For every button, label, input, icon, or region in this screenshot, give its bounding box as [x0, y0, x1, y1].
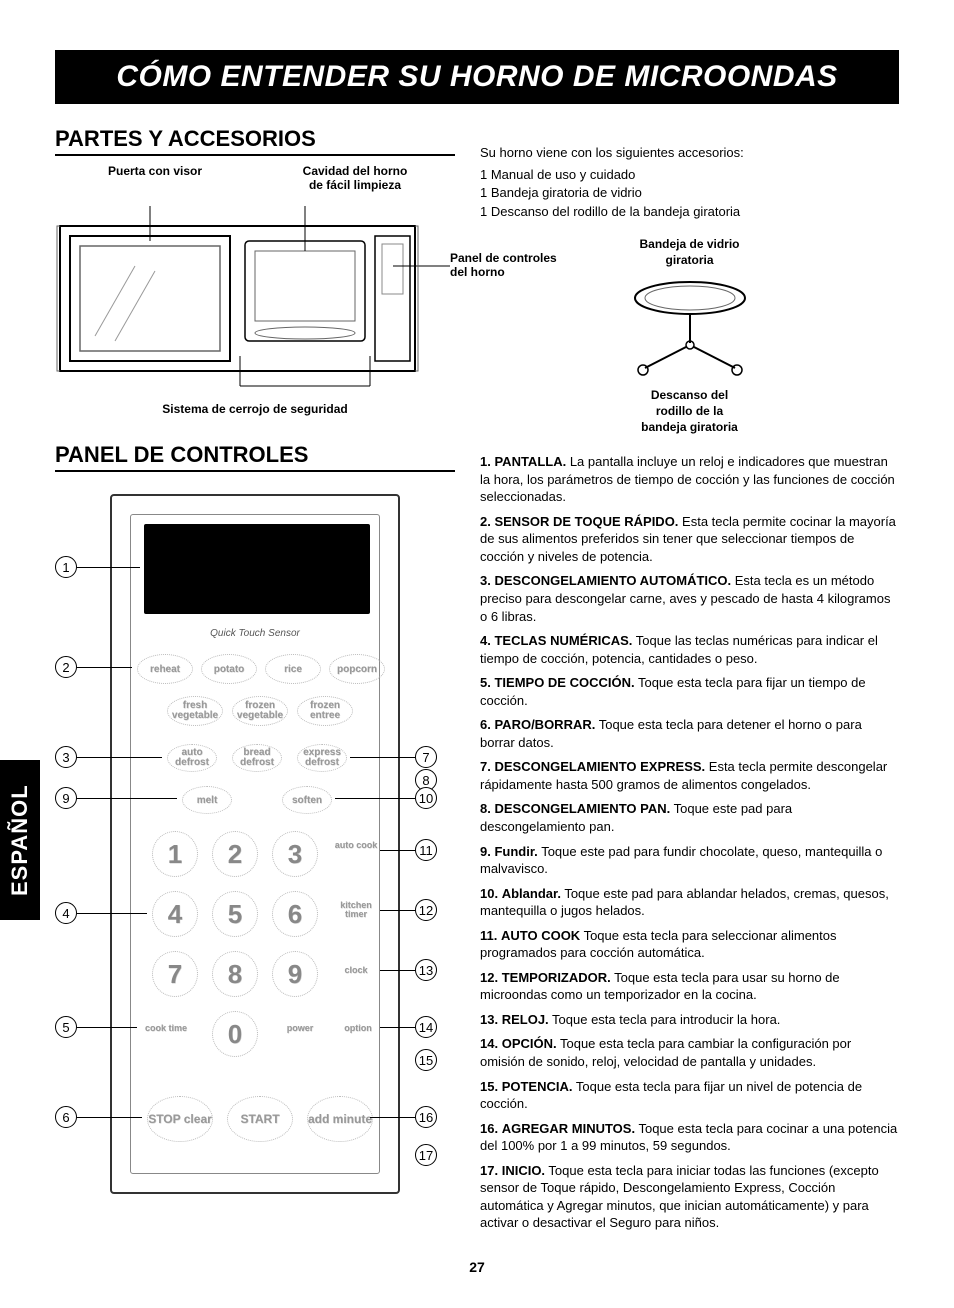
btn-auto-defrost: auto defrost	[167, 744, 217, 772]
btn-melt: melt	[182, 786, 232, 814]
btn-option: option	[332, 1024, 384, 1033]
callout-15: 15	[415, 1049, 437, 1071]
callout-10: 10	[415, 787, 437, 809]
callout-11: 11	[415, 839, 437, 861]
btn-kitchen-timer: kitchen timer	[330, 901, 382, 920]
btn-2: 2	[212, 831, 258, 877]
btn-3: 3	[272, 831, 318, 877]
btn-7: 7	[152, 951, 198, 997]
callout-7: 7	[415, 746, 437, 768]
callout-16: 16	[415, 1106, 437, 1128]
callout-12: 12	[415, 899, 437, 921]
btn-4: 4	[152, 891, 198, 937]
btn-add-minute: add minute	[307, 1096, 373, 1142]
microwave-diagram	[55, 196, 455, 391]
btn-0: 0	[212, 1011, 258, 1057]
btn-potato: potato	[201, 654, 257, 684]
btn-5: 5	[212, 891, 258, 937]
callout-4: 4	[55, 902, 77, 924]
callout-17: 17	[415, 1144, 437, 1166]
btn-frozen-entree: frozen entree	[297, 696, 353, 726]
btn-8: 8	[212, 951, 258, 997]
label-cavity: Cavidad del horno de fácil limpieza	[255, 164, 455, 192]
btn-1: 1	[152, 831, 198, 877]
page-title: CÓMO ENTENDER SU HORNO DE MICROONDAS	[55, 50, 899, 104]
btn-stop: STOP clear	[147, 1096, 213, 1142]
accessories-intro: Su horno viene con los siguientes acceso…	[480, 144, 899, 162]
btn-cook-time: cook time	[140, 1024, 192, 1033]
btn-auto-cook: auto cook	[330, 841, 382, 850]
callout-3: 3	[55, 746, 77, 768]
callout-5: 5	[55, 1016, 77, 1038]
btn-power: power	[274, 1024, 326, 1033]
callout-14: 14	[415, 1016, 437, 1038]
tray-diagram: Bandeja de vidriogiratoria Descanso delr…	[590, 236, 790, 435]
btn-rice: rice	[265, 654, 321, 684]
language-tab: ESPAÑOL	[0, 760, 40, 920]
btn-clock: clock	[330, 966, 382, 975]
btn-start: START	[227, 1096, 293, 1142]
btn-bread-defrost: bread defrost	[232, 744, 282, 772]
section-parts-title: PARTES Y ACCESORIOS	[55, 126, 455, 156]
label-lock: Sistema de cerrojo de seguridad	[55, 402, 455, 416]
label-control-panel: Panel de controles del horno	[450, 251, 580, 279]
btn-soften: soften	[282, 786, 332, 814]
btn-6: 6	[272, 891, 318, 937]
section-panel-title: PANEL DE CONTROLES	[55, 442, 455, 472]
btn-express-defrost: express defrost	[297, 744, 347, 772]
quick-touch-label: Quick Touch Sensor	[112, 628, 398, 639]
display-screen	[144, 524, 370, 614]
callout-9: 9	[55, 787, 77, 809]
callout-2: 2	[55, 656, 77, 678]
accessories-list: 1 Manual de uso y cuidado 1 Bandeja gira…	[480, 166, 899, 221]
btn-9: 9	[272, 951, 318, 997]
label-door: Puerta con visor	[55, 164, 255, 192]
btn-fresh-veg: fresh vegetable	[167, 696, 223, 726]
description-list: 1. PANTALLA. La pantalla incluye un relo…	[480, 453, 899, 1232]
callout-6: 6	[55, 1106, 77, 1128]
btn-frozen-veg: frozen vegetable	[232, 696, 288, 726]
callout-13: 13	[415, 959, 437, 981]
btn-reheat: reheat	[137, 654, 193, 684]
btn-popcorn: popcorn	[329, 654, 385, 684]
callout-1: 1	[55, 556, 77, 578]
control-panel-diagram: Quick Touch Sensor reheat potato rice po…	[55, 494, 455, 1214]
page-number: 27	[55, 1259, 899, 1275]
